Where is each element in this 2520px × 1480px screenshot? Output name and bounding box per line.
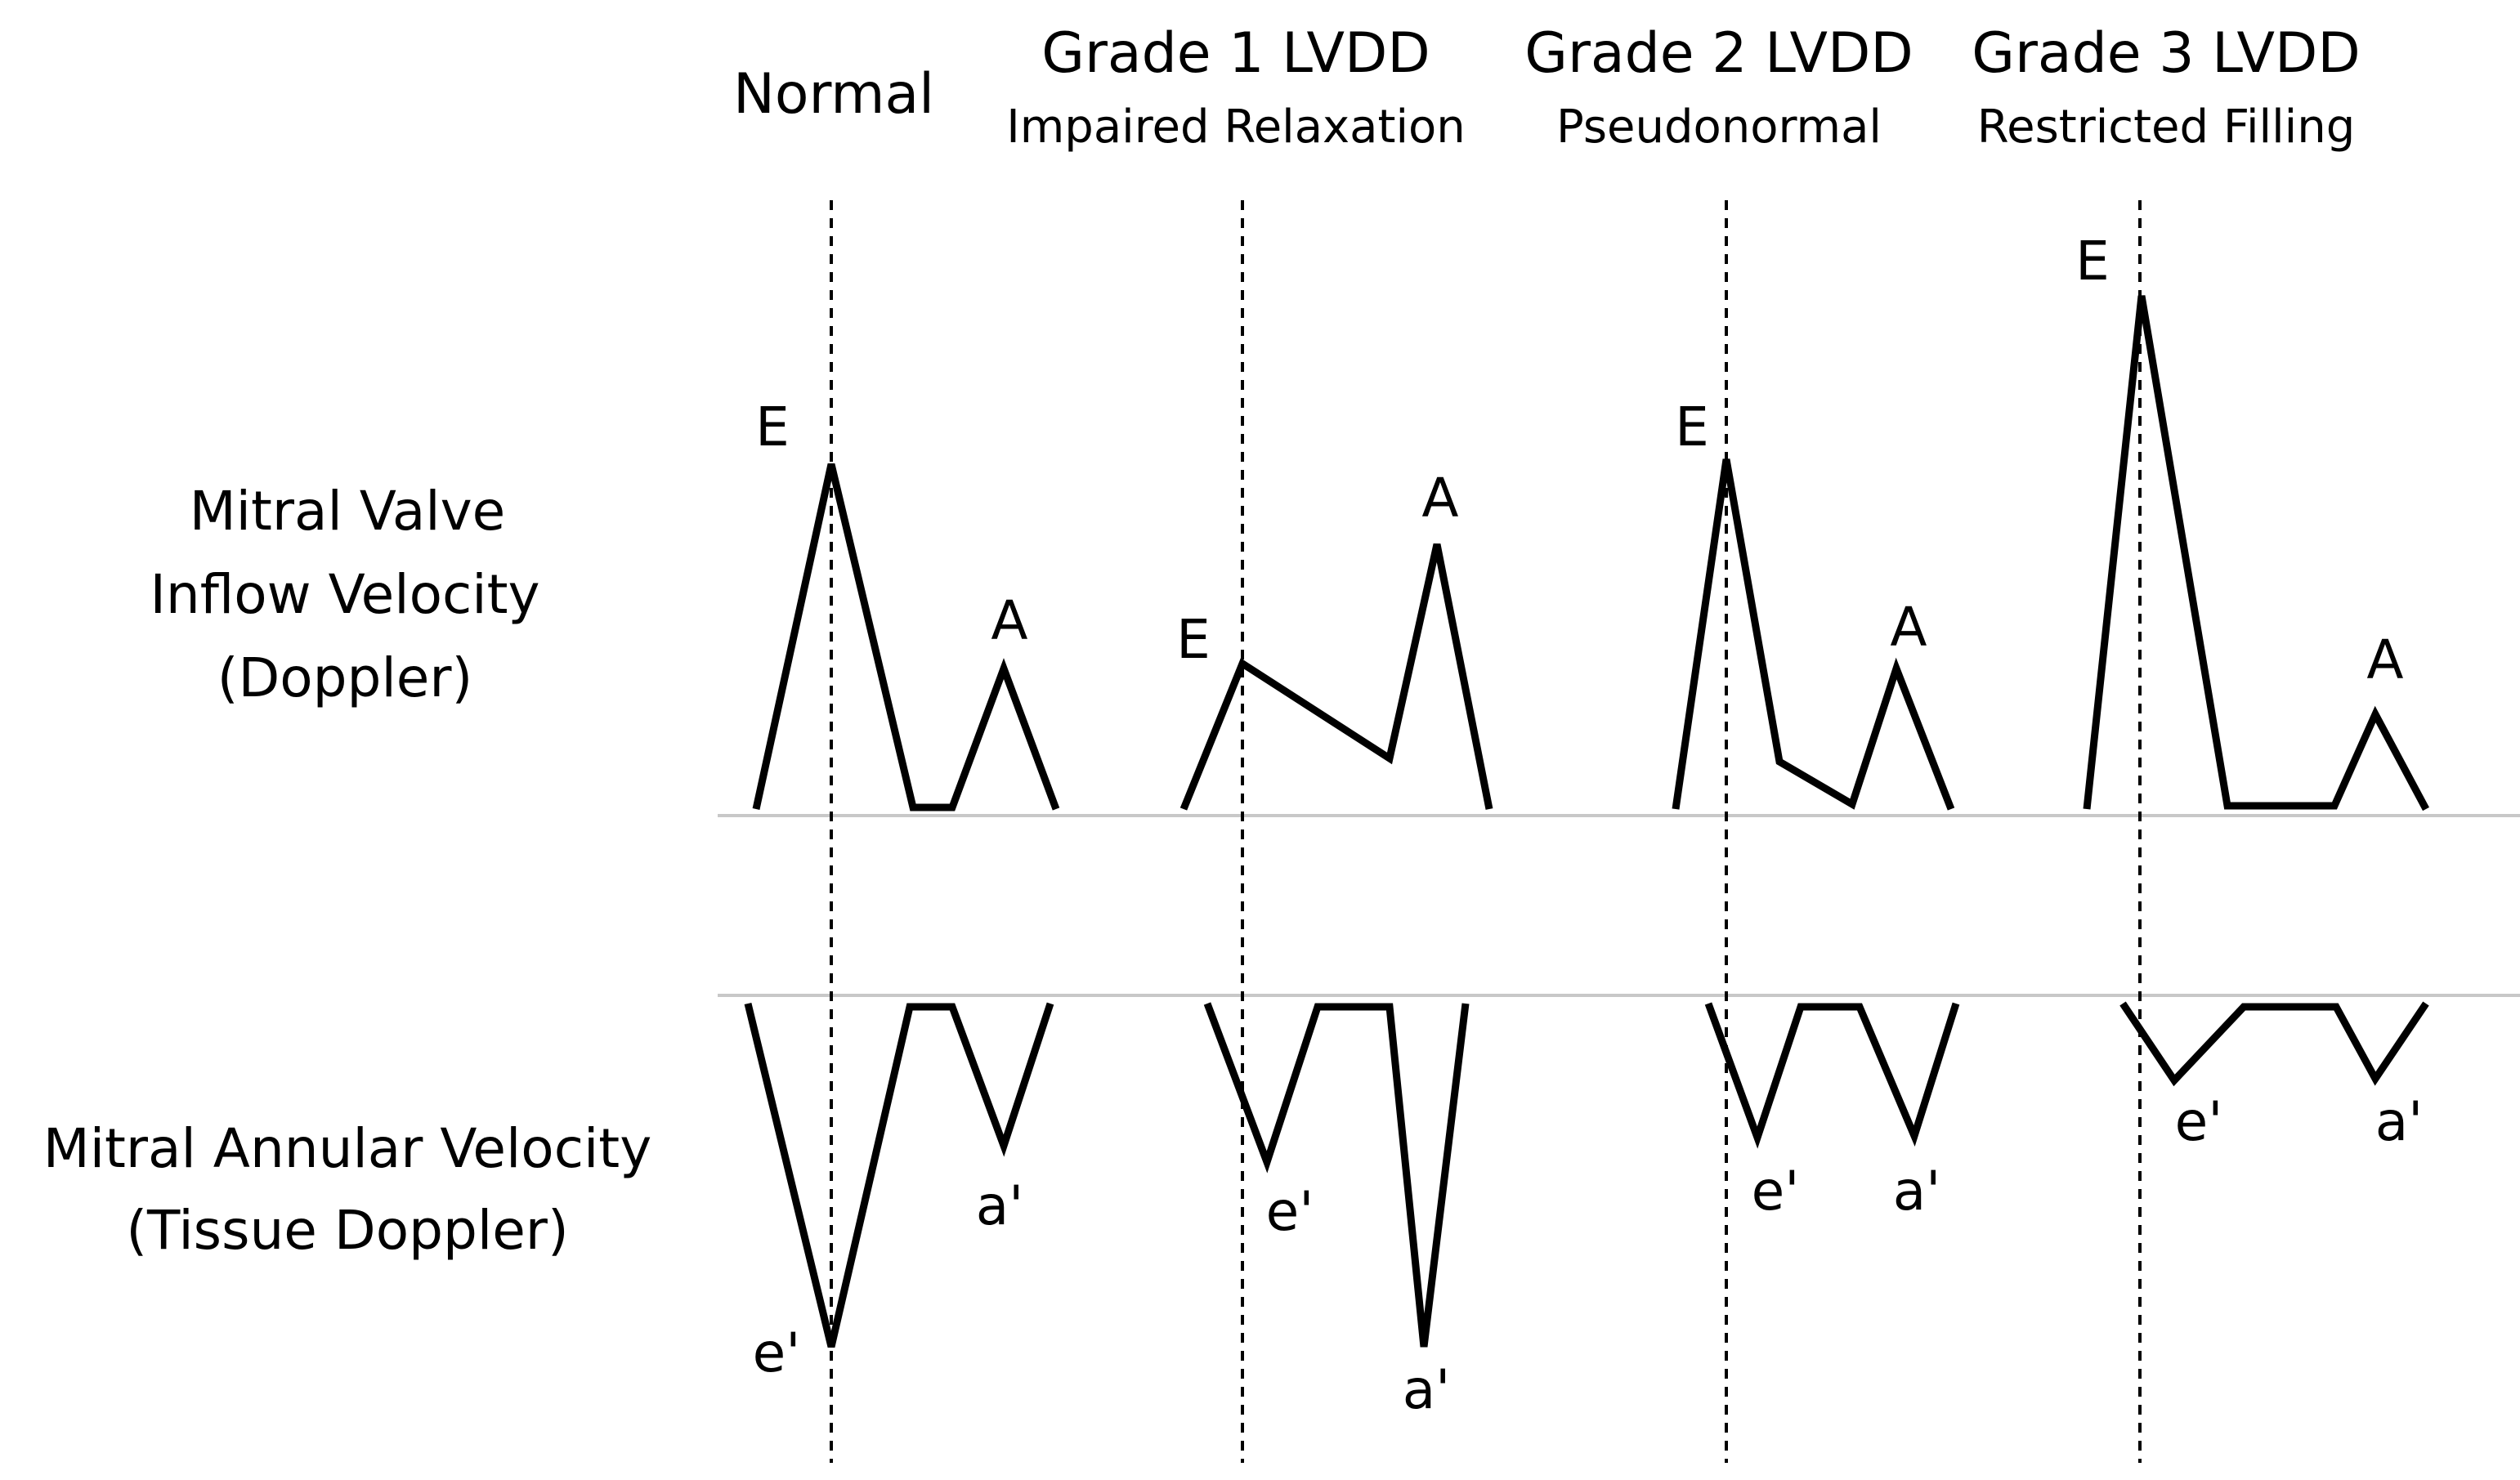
annular-waveforms (744, 1001, 2429, 1348)
header-grade2-title: Grade 2 LVDD (1524, 21, 1913, 86)
header-grade3-subtitle: Restricted Filling (1977, 101, 2356, 154)
label-eprime-grade3: e' (2175, 1090, 2223, 1153)
inflow-wave-normal (752, 463, 1060, 812)
inflow-wave-grade1 (1179, 543, 1493, 811)
inflow-waveforms (752, 295, 2429, 812)
label-eprime-grade1: e' (1266, 1180, 1314, 1243)
inflow-wave-labels: E A E A E A E A (755, 230, 2403, 691)
label-E-grade2: E (1675, 396, 1709, 458)
header-normal-title: Normal (733, 62, 934, 127)
label-aprime-grade3: a' (2375, 1090, 2424, 1153)
label-aprime-grade1: a' (1403, 1358, 1451, 1421)
annular-wave-labels: e' a' e' a' e' a' e' a' (753, 1090, 2424, 1421)
label-A-grade3: A (2366, 628, 2403, 691)
label-E-normal: E (755, 396, 790, 458)
header-grade1-subtitle: Impaired Relaxation (1006, 101, 1466, 154)
vertical-guides (830, 200, 2142, 1463)
header-grade2-subtitle: Pseudonormal (1556, 101, 1882, 154)
label-E-grade1: E (1176, 608, 1211, 671)
row-inflow-line3: (Doppler) (217, 646, 473, 709)
label-aprime-normal: a' (976, 1174, 1024, 1237)
label-A-grade2: A (1890, 596, 1927, 659)
annular-wave-grade1 (1203, 1002, 1470, 1348)
label-A-normal: A (991, 589, 1027, 652)
inflow-wave-grade2 (1672, 458, 1955, 811)
header-grade3-title: Grade 3 LVDD (1972, 21, 2360, 86)
row-labels: Mitral Valve Inflow Velocity (Doppler) M… (43, 480, 652, 1262)
label-eprime-normal: e' (753, 1321, 801, 1384)
annular-wave-normal (744, 1002, 1054, 1348)
row-annular-line1: Mitral Annular Velocity (43, 1117, 652, 1180)
label-E-grade3: E (2075, 230, 2110, 293)
annular-wave-grade3 (2119, 1001, 2429, 1087)
label-A-grade1: A (1421, 467, 1458, 530)
inflow-wave-grade3 (2083, 295, 2429, 812)
label-eprime-grade2: e' (1752, 1160, 1800, 1223)
header-grade1-title: Grade 1 LVDD (1041, 21, 1430, 86)
row-annular-line2: (Tissue Doppler) (126, 1199, 568, 1262)
row-inflow-line2: Inflow Velocity (150, 563, 539, 626)
column-headers: Normal Grade 1 LVDD Impaired Relaxation … (733, 21, 2361, 154)
annular-wave-grade2 (1704, 1002, 1960, 1149)
label-aprime-grade2: a' (1893, 1160, 1941, 1223)
row-inflow-line1: Mitral Valve (190, 480, 506, 543)
